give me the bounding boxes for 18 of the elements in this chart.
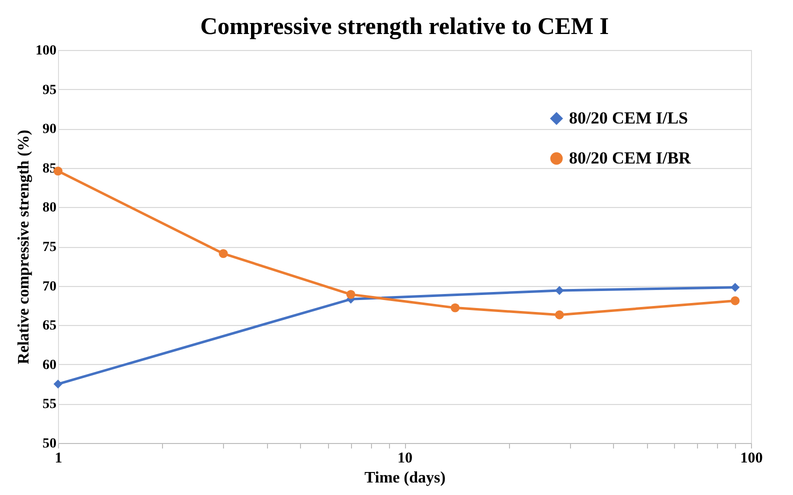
- y-tick-label: 60: [42, 358, 56, 373]
- legend-label: 80/20 CEM I/LS: [569, 108, 688, 128]
- y-tick-label: 90: [42, 122, 56, 138]
- x-axis-title: Time (days): [364, 470, 446, 486]
- y-tick-label: 50: [42, 436, 56, 452]
- x-tick-label: 100: [740, 450, 763, 466]
- legend-label: 80/20 CEM I/BR: [569, 148, 692, 168]
- y-tick-label: 95: [42, 82, 56, 98]
- y-tick-label: 70: [42, 279, 56, 294]
- x-tick-label: 10: [398, 450, 412, 466]
- x-tick-label: 1: [54, 450, 62, 466]
- y-axis-title: Relative compressive strength (%): [16, 130, 32, 364]
- chart-title: Compressive strength relative to CEM I: [200, 14, 609, 40]
- y-tick-label: 100: [36, 44, 56, 58]
- y-tick-label: 75: [42, 240, 56, 255]
- y-tick-label: 65: [42, 318, 56, 334]
- y-tick-label: 80: [42, 200, 56, 216]
- y-tick-label: 55: [42, 397, 56, 412]
